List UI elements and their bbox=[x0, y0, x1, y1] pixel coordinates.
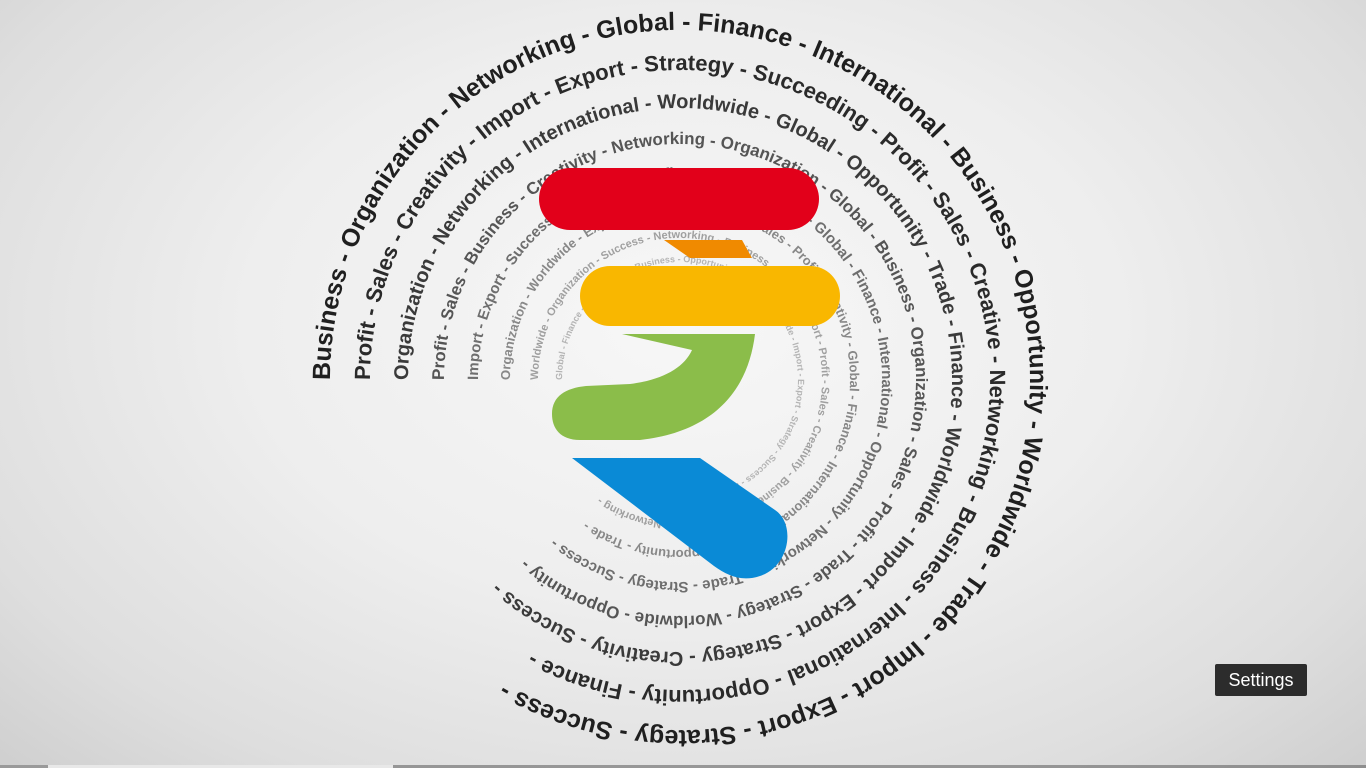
logo-bar-green bbox=[552, 334, 755, 440]
progress-buffered bbox=[48, 765, 393, 768]
video-progress-bar[interactable] bbox=[0, 765, 1366, 768]
settings-tooltip: Settings bbox=[1215, 664, 1307, 696]
progress-played bbox=[0, 765, 48, 768]
logo-accent-orange bbox=[664, 240, 752, 258]
logo-bar-blue bbox=[572, 458, 788, 579]
logo-bar-yellow bbox=[580, 266, 840, 326]
logo-bar-red bbox=[539, 168, 819, 230]
